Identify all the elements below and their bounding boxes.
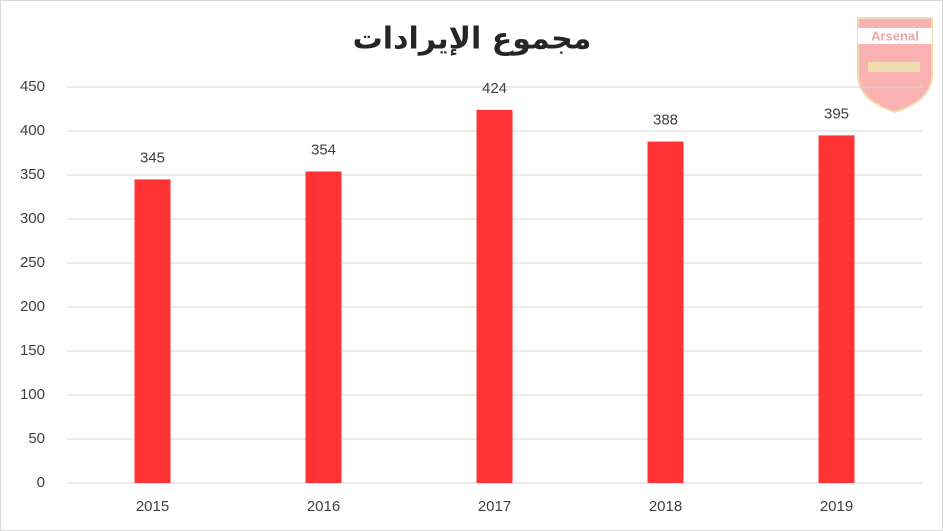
data-label: 354 (311, 141, 336, 158)
y-tick-label: 0 (37, 474, 45, 491)
logo: Arsenal (857, 17, 933, 114)
bar (134, 179, 171, 483)
y-tick-label: 250 (20, 254, 45, 271)
y-tick-label: 300 (20, 210, 45, 227)
logo-cannon (868, 62, 920, 72)
bar (305, 171, 342, 484)
y-tick-label: 350 (20, 166, 45, 183)
data-label: 388 (653, 112, 678, 129)
bar (476, 109, 513, 483)
x-tick-label: 2015 (136, 498, 169, 515)
logo-shield (857, 17, 933, 114)
x-tick-label: 2019 (820, 498, 853, 515)
y-tick-label: 200 (20, 298, 45, 315)
y-tick-label: 400 (20, 122, 45, 139)
x-tick-label: 2018 (649, 498, 682, 515)
data-label: 424 (482, 80, 507, 97)
y-tick-label: 150 (20, 342, 45, 359)
bar (818, 135, 855, 483)
x-tick-label: 2016 (307, 498, 340, 515)
y-tick-label: 50 (28, 430, 45, 447)
data-label: 395 (824, 105, 849, 122)
chart-title: مجموع الإيرادات (353, 22, 592, 57)
x-tick-label: 2017 (478, 498, 511, 515)
y-tick-label: 450 (20, 78, 45, 95)
bar (647, 141, 684, 483)
data-label: 345 (140, 149, 165, 166)
logo-text: Arsenal (871, 28, 919, 43)
y-tick-label: 100 (20, 386, 45, 403)
logo-band (858, 28, 932, 44)
